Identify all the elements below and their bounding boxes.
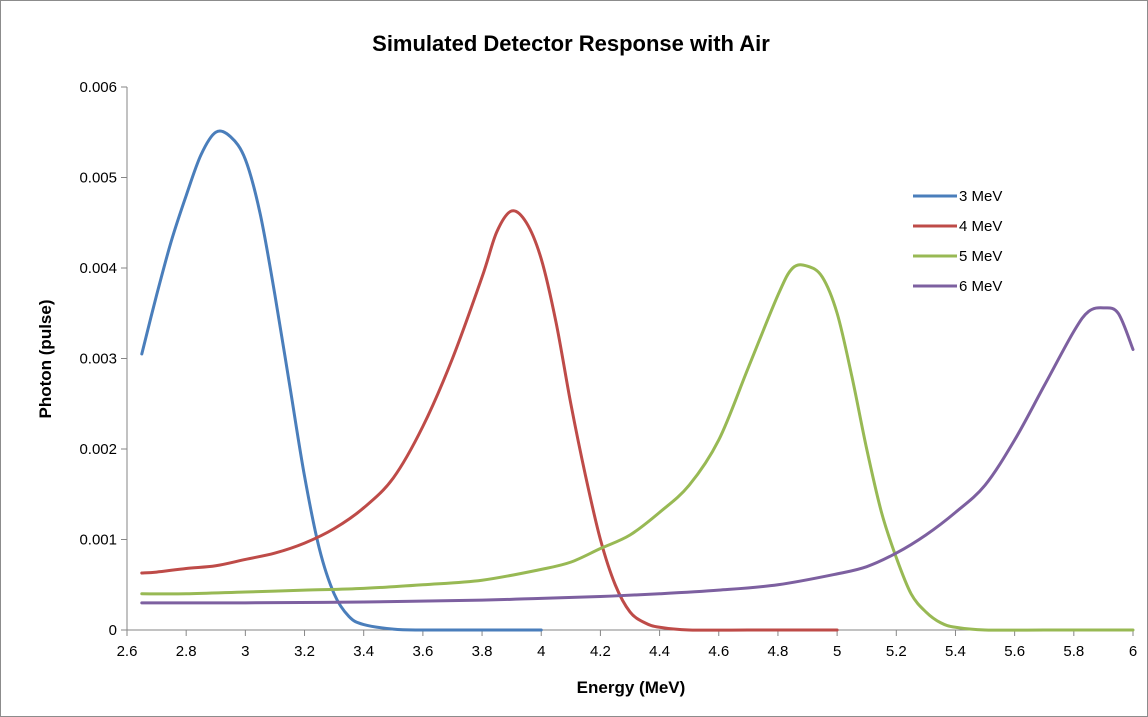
- series-line-3-mev: [140, 129, 543, 632]
- x-tick-label: 4.6: [708, 643, 729, 660]
- y-tick-label: 0.004: [79, 260, 117, 277]
- series-line-6-mev: [140, 306, 1135, 605]
- y-tick-label: 0.001: [79, 532, 117, 549]
- x-tick-label: 5.8: [1063, 643, 1084, 660]
- legend: 3 MeV 4 MeV 5 MeV 6 MeV: [913, 188, 1002, 295]
- x-tick-label: 3: [241, 643, 249, 660]
- plot-area: [140, 129, 1135, 632]
- x-axis-title: Energy (MeV): [577, 678, 686, 697]
- x-tick-label: 5.6: [1004, 643, 1025, 660]
- x-tick-label: 4: [537, 643, 545, 660]
- legend-label-3-mev: 3 MeV: [959, 188, 1002, 205]
- x-tick-label: 4.8: [768, 643, 789, 660]
- x-tick-label: 3.6: [412, 643, 433, 660]
- x-tick-label: 5.4: [945, 643, 966, 660]
- x-tick-label: 3.8: [472, 643, 493, 660]
- legend-label-6-mev: 6 MeV: [959, 278, 1002, 295]
- x-tick-label: 5: [833, 643, 841, 660]
- legend-label-5-mev: 5 MeV: [959, 248, 1002, 265]
- y-tick-label: 0.006: [79, 79, 117, 96]
- x-tick-label: 2.6: [117, 643, 138, 660]
- y-tick-label: 0.003: [79, 351, 117, 368]
- series-line-4-mev: [140, 209, 839, 632]
- chart-title: Simulated Detector Response with Air: [372, 31, 770, 56]
- x-tick-label: 3.2: [294, 643, 315, 660]
- x-tick-label: 2.8: [176, 643, 197, 660]
- y-tick-label: 0.005: [79, 170, 117, 187]
- x-tick-label: 4.2: [590, 643, 611, 660]
- x-tick-label: 6: [1129, 643, 1137, 660]
- axes: 0 0.001 0.002 0.003 0.004 0.005 0.006 2.6 2.8 3 3.…: [79, 79, 1137, 660]
- y-axis-title: Photon (pulse): [36, 300, 55, 419]
- x-tick-label: 4.4: [649, 643, 670, 660]
- legend-label-4-mev: 4 MeV: [959, 218, 1002, 235]
- x-tick-label: 3.4: [353, 643, 374, 660]
- y-tick-label: 0: [109, 622, 117, 639]
- x-tick-label: 5.2: [886, 643, 907, 660]
- y-tick-label: 0.002: [79, 441, 117, 458]
- series-line-5-mev: [140, 263, 1135, 632]
